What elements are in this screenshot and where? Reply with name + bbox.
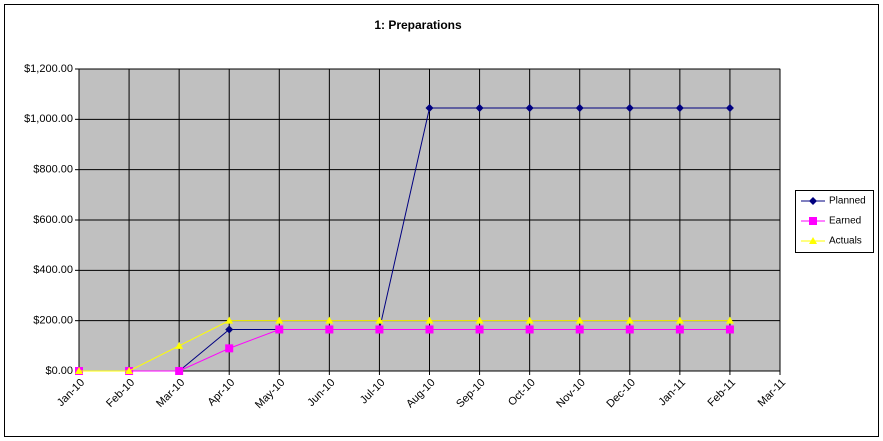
marker	[375, 316, 384, 324]
series-line	[79, 107, 730, 372]
y-tick-label: $600.00	[33, 214, 73, 226]
marker	[575, 104, 584, 113]
marker	[675, 325, 684, 334]
marker	[325, 325, 334, 334]
marker	[525, 316, 534, 324]
marker	[325, 316, 334, 324]
legend-label: Planned	[829, 196, 866, 207]
marker	[425, 316, 434, 324]
marker	[225, 344, 234, 353]
marker	[809, 197, 817, 205]
marker	[725, 325, 734, 334]
marker	[175, 341, 184, 349]
marker	[809, 217, 817, 225]
marker	[175, 367, 184, 375]
marker	[475, 104, 484, 113]
series-line	[79, 328, 730, 372]
marker	[575, 316, 584, 324]
marker	[275, 316, 284, 324]
marker	[75, 367, 83, 374]
marker	[475, 316, 484, 324]
marker	[725, 104, 734, 113]
marker	[625, 325, 634, 334]
y-tick-label: $200.00	[33, 315, 73, 327]
marker	[475, 325, 484, 334]
marker	[809, 237, 817, 244]
marker	[275, 325, 284, 334]
chart-title: 1: Preparations	[374, 18, 462, 32]
y-tick-label: $1,000.00	[24, 113, 73, 125]
y-tick-label: $800.00	[33, 164, 73, 176]
marker	[675, 316, 684, 324]
legend-label: Actuals	[829, 236, 862, 247]
marker	[375, 325, 384, 334]
marker	[425, 104, 434, 113]
marker	[625, 316, 634, 324]
marker	[425, 325, 434, 334]
legend-label: Earned	[829, 216, 861, 227]
series-line	[79, 320, 730, 372]
y-tick-label: $1,200.00	[24, 63, 73, 75]
marker	[625, 104, 634, 113]
marker	[575, 325, 584, 334]
y-tick-label: $0.00	[45, 365, 73, 377]
y-tick-label: $400.00	[33, 264, 73, 276]
marker	[525, 325, 534, 334]
marker	[525, 104, 534, 113]
marker	[125, 367, 134, 374]
marker	[225, 325, 234, 334]
marker	[675, 104, 684, 113]
marker	[725, 316, 734, 324]
marker	[225, 316, 234, 324]
